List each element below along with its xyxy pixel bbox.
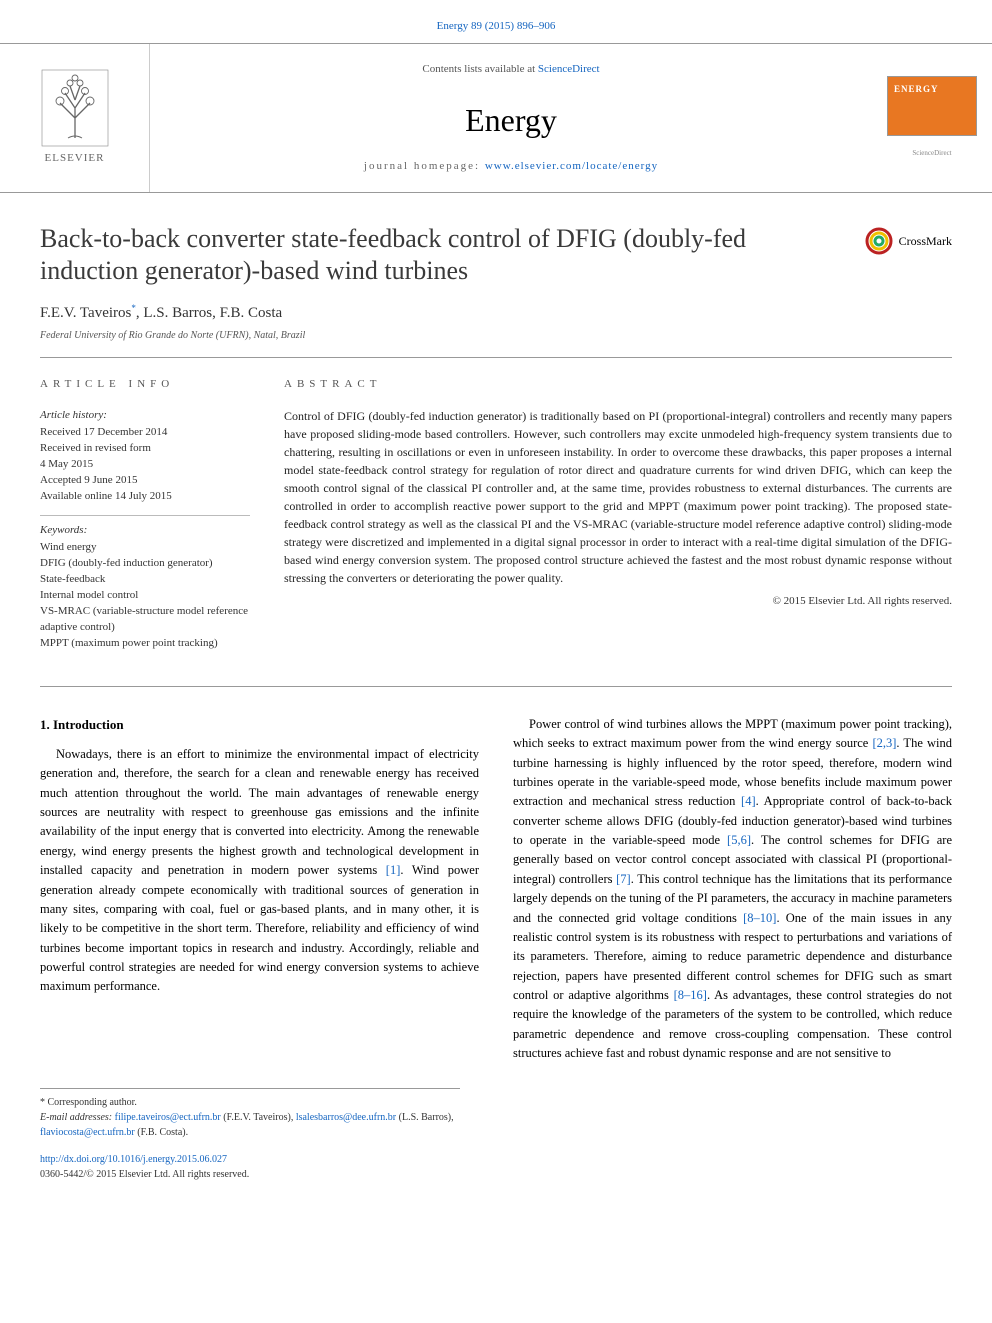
ref-link-7[interactable]: [7] bbox=[616, 872, 631, 886]
issn-copyright: 0360-5442/© 2015 Elsevier Ltd. All right… bbox=[40, 1169, 249, 1180]
article-info-label: ARTICLE INFO bbox=[40, 376, 250, 393]
footer: http://dx.doi.org/10.1016/j.energy.2015.… bbox=[0, 1140, 992, 1206]
ref-link-23[interactable]: [2,3] bbox=[872, 736, 896, 750]
info-abstract-row: ARTICLE INFO Article history: Received 1… bbox=[0, 358, 992, 686]
homepage-prefix: journal homepage: bbox=[364, 160, 485, 172]
body-columns: 1. Introduction Nowadays, there is an ef… bbox=[0, 687, 992, 1074]
ref-link-56[interactable]: [5,6] bbox=[727, 833, 751, 847]
homepage-line: journal homepage: www.elsevier.com/locat… bbox=[364, 158, 658, 175]
article-info-column: ARTICLE INFO Article history: Received 1… bbox=[40, 376, 250, 662]
masthead-center: Contents lists available at ScienceDirec… bbox=[150, 44, 872, 192]
elsevier-tree-icon bbox=[40, 68, 110, 148]
cover-subnote: ScienceDirect bbox=[912, 148, 951, 159]
keywords-head: Keywords: bbox=[40, 515, 250, 539]
email-link-1[interactable]: filipe.taveiros@ect.ufrn.br bbox=[115, 1112, 221, 1123]
text-run: (F.B. Costa). bbox=[135, 1127, 188, 1138]
publisher-name: ELSEVIER bbox=[45, 150, 105, 167]
body-column-right: Power control of wind turbines allows th… bbox=[513, 715, 952, 1064]
text-run: . Wind power generation already compete … bbox=[40, 863, 479, 993]
email-link-3[interactable]: flaviocosta@ect.ufrn.br bbox=[40, 1127, 135, 1138]
text-run: (L.S. Barros), bbox=[396, 1112, 454, 1123]
masthead: ELSEVIER Contents lists available at Sci… bbox=[0, 43, 992, 193]
keywords-body: Wind energy DFIG (doubly-fed induction g… bbox=[40, 540, 250, 652]
article-title: Back-to-back converter state-feedback co… bbox=[40, 223, 820, 288]
sciencedirect-link[interactable]: ScienceDirect bbox=[538, 63, 600, 75]
emails-label: E-mail addresses: bbox=[40, 1112, 115, 1123]
authors: F.E.V. Taveiros*, L.S. Barros, F.B. Cost… bbox=[0, 294, 992, 327]
abstract-label: ABSTRACT bbox=[284, 376, 952, 393]
history-body: Received 17 December 2014 Received in re… bbox=[40, 425, 250, 505]
crossmark-label: CrossMark bbox=[899, 232, 952, 250]
ref-link-1[interactable]: [1] bbox=[386, 863, 401, 877]
journal-name: Energy bbox=[465, 96, 557, 144]
text-run: Nowadays, there is an effort to minimize… bbox=[40, 747, 479, 877]
title-block: Back-to-back converter state-feedback co… bbox=[0, 193, 992, 294]
intro-paragraph-2: Power control of wind turbines allows th… bbox=[513, 715, 952, 1064]
affiliation: Federal University of Rio Grande do Nort… bbox=[0, 326, 992, 357]
corr-asterisk: * bbox=[131, 303, 136, 313]
ref-link-8-10a[interactable]: [8–10] bbox=[743, 911, 776, 925]
elsevier-logo: ELSEVIER bbox=[25, 63, 125, 173]
intro-paragraph-1: Nowadays, there is an effort to minimize… bbox=[40, 745, 479, 997]
ref-link-4[interactable]: [4] bbox=[741, 794, 756, 808]
cover-thumb-title: ENERGY bbox=[894, 83, 939, 97]
corresponding-author-note: * Corresponding author. bbox=[40, 1095, 460, 1110]
citation-link[interactable]: Energy 89 (2015) 896–906 bbox=[437, 20, 556, 32]
abstract-copyright: © 2015 Elsevier Ltd. All rights reserved… bbox=[284, 593, 952, 610]
publisher-logo-area: ELSEVIER bbox=[0, 44, 150, 192]
footnote-block: * Corresponding author. E-mail addresses… bbox=[40, 1088, 460, 1140]
homepage-link[interactable]: www.elsevier.com/locate/energy bbox=[485, 160, 658, 172]
section-heading-intro: 1. Introduction bbox=[40, 715, 479, 735]
body-column-left: 1. Introduction Nowadays, there is an ef… bbox=[40, 715, 479, 1064]
email-link-2[interactable]: lsalesbarros@dee.ufrn.br bbox=[296, 1112, 396, 1123]
history-head: Article history: bbox=[40, 407, 250, 424]
crossmark-icon bbox=[865, 227, 893, 255]
text-run: (F.E.V. Taveiros), bbox=[221, 1112, 296, 1123]
contents-prefix: Contents lists available at bbox=[422, 63, 537, 75]
journal-cover-thumb: ENERGY bbox=[887, 76, 977, 136]
citation-header: Energy 89 (2015) 896–906 bbox=[0, 0, 992, 43]
contents-line: Contents lists available at ScienceDirec… bbox=[422, 61, 599, 78]
ref-link-8-16[interactable]: [8–16] bbox=[674, 988, 707, 1002]
abstract-column: ABSTRACT Control of DFIG (doubly-fed ind… bbox=[284, 376, 952, 662]
crossmark-badge[interactable]: CrossMark bbox=[865, 227, 952, 255]
doi-link[interactable]: http://dx.doi.org/10.1016/j.energy.2015.… bbox=[40, 1154, 227, 1165]
email-addresses-line: E-mail addresses: filipe.taveiros@ect.uf… bbox=[40, 1110, 460, 1140]
masthead-right: ENERGY ScienceDirect bbox=[872, 44, 992, 192]
abstract-text: Control of DFIG (doubly-fed induction ge… bbox=[284, 407, 952, 587]
